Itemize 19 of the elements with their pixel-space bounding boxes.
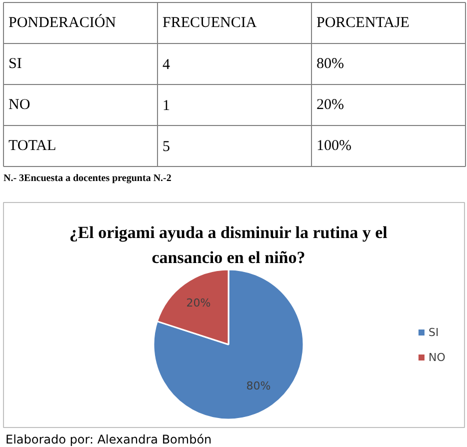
data-label: 80% — [246, 379, 271, 392]
category-label: PORCENTAJE — [316, 15, 410, 31]
text: SI — [8, 56, 22, 72]
text: 1 — [162, 98, 170, 114]
data-label: 20% — [186, 296, 211, 310]
text: 80% — [316, 56, 344, 72]
text: NO — [8, 97, 30, 113]
text: TOTAL — [8, 138, 56, 154]
category-label: FRECUENCIA — [162, 15, 257, 31]
category-label: PONDERACIÓN — [8, 14, 116, 31]
text: Elaborado por: Alexandra Bombón — [6, 432, 212, 446]
text: 20% — [316, 97, 344, 113]
text: 100% — [316, 138, 352, 154]
text: 5 — [162, 139, 170, 155]
text: N.- 3Encuesta a docentes pregunta N.-2 — [4, 173, 172, 184]
legend-label: NO — [428, 351, 446, 364]
text: 4 — [162, 57, 170, 73]
legend-label: SI — [428, 326, 439, 339]
chart-title: ¿El origami ayuda a disminuir la rutina y el cansancio en el niño? — [69, 223, 388, 267]
